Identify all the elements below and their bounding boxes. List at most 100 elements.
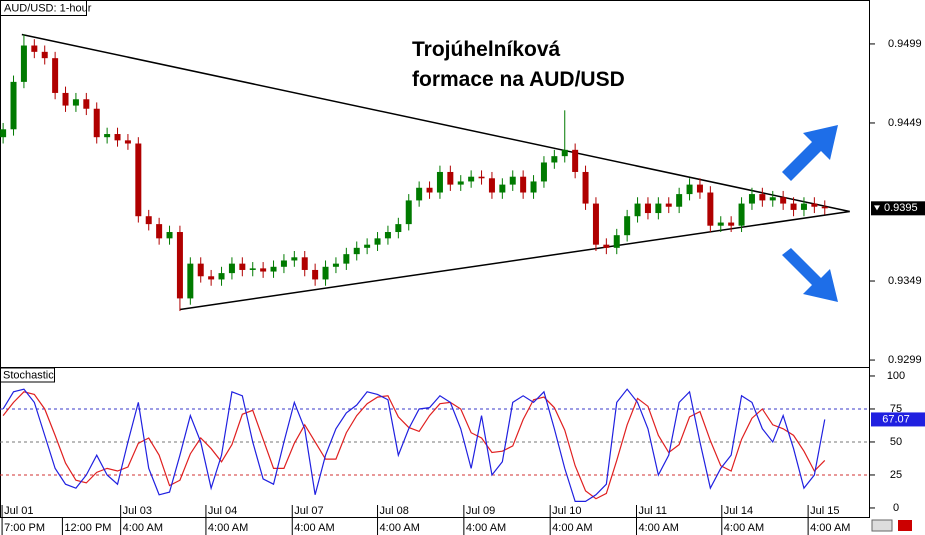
candle-body (332, 263, 339, 267)
x-time-label: 4:00 AM (639, 522, 679, 534)
candle-body (31, 45, 38, 52)
candle-body (478, 176, 485, 179)
annotation: Trojúhelníková (412, 38, 561, 61)
candle-body (176, 232, 183, 299)
chart-title: AUD/USD: 1-hour (4, 2, 92, 14)
x-time-label: 4:00 AM (810, 522, 850, 534)
annotation: formace na AUD/USD (412, 68, 625, 91)
candle-body (353, 247, 360, 255)
candle-body (644, 203, 651, 214)
candle-body (384, 232, 391, 239)
candle-body (156, 224, 163, 239)
candle-body (665, 203, 672, 207)
candle-body (374, 238, 381, 245)
indicator-title-box (0, 367, 55, 383)
candle-body (20, 45, 27, 82)
y-tick-label: 0.9499 (888, 38, 922, 50)
candle-body (83, 99, 90, 109)
y-tick-label: 0 (893, 502, 899, 514)
candle-body (790, 203, 797, 210)
candle-body (447, 171, 454, 185)
last-price-box (871, 201, 925, 216)
scroll-icon[interactable] (871, 519, 893, 532)
y-tick-label: 25 (890, 469, 902, 481)
candle-body (270, 266, 277, 272)
y-tick-label: 75 (890, 403, 902, 415)
candle-body (239, 263, 246, 270)
candle-body (218, 273, 225, 280)
candle-body (62, 92, 69, 106)
arrow-up (782, 125, 838, 181)
y-tick-label: 0.9349 (888, 275, 922, 287)
candle-body (488, 178, 495, 193)
candle-body (187, 263, 194, 299)
candle-body (249, 268, 256, 270)
candle-body (738, 203, 745, 226)
candle-body (312, 269, 319, 280)
candle-body (717, 222, 724, 226)
candle-body (104, 134, 111, 138)
candle-body (426, 187, 433, 193)
candle-body (821, 206, 828, 209)
candle-body (696, 184, 703, 193)
candle-body (322, 266, 329, 280)
x-time-label: 4:00 AM (466, 522, 506, 534)
candle-body (572, 149, 579, 172)
candle-body (114, 134, 121, 141)
candle-body (686, 184, 693, 195)
x-tick-label: Jul 03 (123, 505, 152, 517)
candle-body (624, 216, 631, 236)
candle-body (603, 244, 610, 248)
x-time-label: 4:00 AM (552, 522, 592, 534)
candle-body (769, 197, 776, 201)
x-time-label: 7:00 PM (4, 522, 45, 534)
x-tick-label: Jul 04 (208, 505, 237, 517)
candle-body (530, 181, 537, 193)
candle-body (72, 99, 79, 106)
candle-body (364, 244, 371, 248)
x-time-label: 4:00 AM (123, 522, 163, 534)
candle-body (707, 192, 714, 226)
candle-body (780, 197, 787, 204)
candle-body (800, 203, 807, 210)
candle-body (728, 222, 735, 226)
y-tick-label: 0.9449 (888, 117, 922, 129)
candle-body (280, 260, 287, 267)
y-tick-label: 100 (887, 370, 905, 382)
candle-body (10, 81, 17, 130)
candle-body (748, 194, 755, 204)
candle-body (436, 171, 443, 193)
candle-body (405, 200, 412, 225)
arrows (782, 125, 838, 302)
candle-body (0, 129, 7, 138)
candle-body (343, 254, 350, 264)
candle-body (592, 203, 599, 245)
trendline (179, 210, 850, 311)
x-tick-label: Jul 08 (380, 505, 409, 517)
x-time-label: 12:00 PM (64, 522, 111, 534)
candle-body (260, 268, 267, 272)
candle-body (759, 194, 766, 201)
candle-body (208, 276, 215, 280)
x-time-label: 4:00 AM (380, 522, 420, 534)
close-icon[interactable] (898, 520, 912, 531)
x-tick-label: Jul 07 (294, 505, 323, 517)
candle-body (124, 140, 131, 144)
last-value-label: 67.07 (882, 413, 910, 425)
candle-body (228, 263, 235, 274)
candle-body (93, 108, 100, 138)
candle-body (291, 257, 298, 261)
last-price-label: 0.9395 (884, 202, 918, 214)
indicator-title: Stochastic (3, 369, 54, 381)
stochastic-line (2, 391, 826, 500)
candle-body (520, 176, 527, 193)
y-tick-label: 0.9299 (888, 354, 922, 366)
candle-body (468, 176, 475, 182)
y-tick-label: 50 (890, 436, 902, 448)
title-box (0, 0, 87, 16)
x-tick-label: Jul 11 (639, 505, 668, 517)
trendline (21, 33, 850, 213)
candle-body (561, 149, 568, 157)
candle-body (395, 224, 402, 233)
